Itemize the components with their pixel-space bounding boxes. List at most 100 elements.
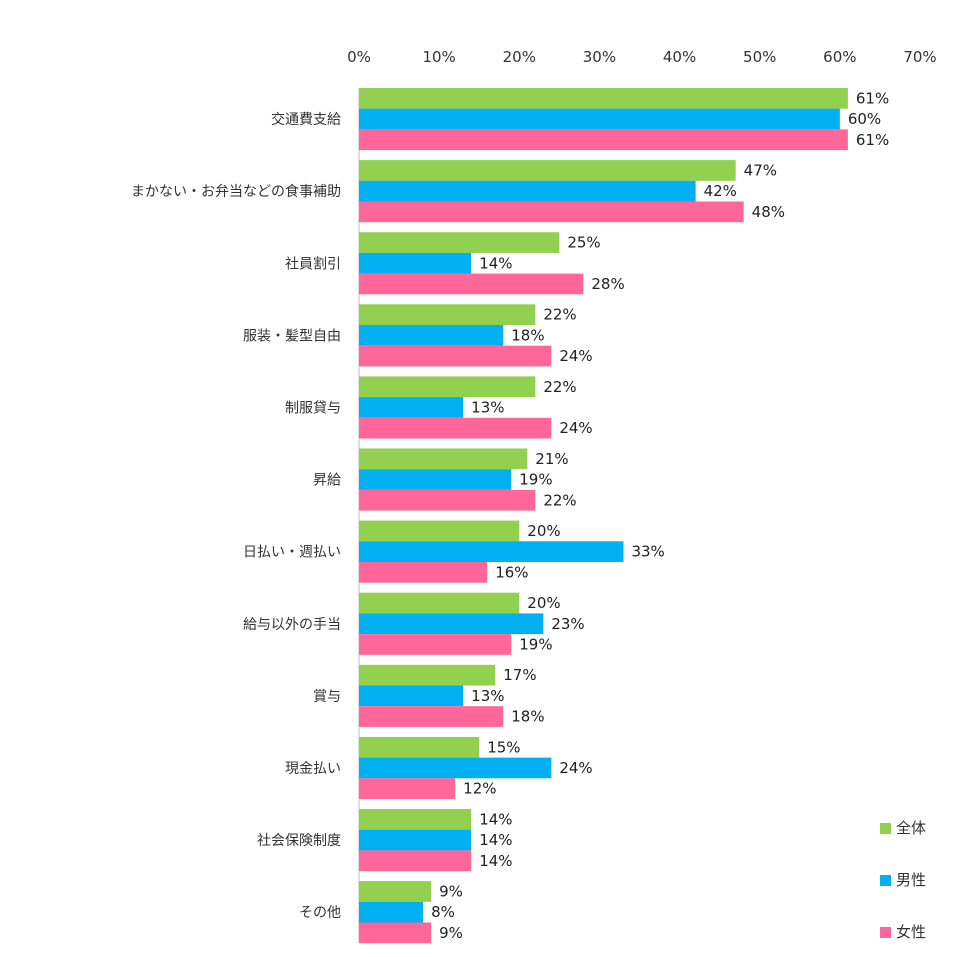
category-label: 社会保険制度: [257, 833, 341, 849]
data-label: 61%: [856, 131, 889, 149]
bar-女性: [359, 129, 848, 151]
data-label: 22%: [543, 491, 576, 509]
data-label: 15%: [487, 738, 520, 756]
bars: [359, 88, 848, 944]
data-label: 9%: [439, 924, 463, 942]
data-label: 60%: [848, 110, 881, 128]
legend-label: 全体: [896, 819, 926, 837]
bar-全体: [359, 376, 536, 398]
data-label: 19%: [519, 635, 552, 653]
category-label: 交通費支給: [271, 111, 341, 128]
bar-男性: [359, 397, 464, 418]
bar-女性: [359, 922, 432, 944]
category-label: 給与以外の手当: [243, 617, 341, 633]
data-label: 42%: [704, 182, 737, 200]
bar-男性: [359, 541, 624, 562]
category-label: 服装・髪型自由: [243, 328, 341, 344]
data-label: 14%: [479, 852, 512, 870]
data-label: 25%: [567, 234, 600, 252]
bar-男性: [359, 613, 544, 635]
bar-男性: [359, 252, 472, 274]
bar-男性: [359, 469, 512, 490]
bar-男性: [359, 325, 504, 346]
bar-女性: [359, 273, 584, 295]
data-label: 18%: [511, 708, 544, 726]
data-label: 14%: [479, 810, 512, 828]
data-label: 23%: [551, 615, 584, 633]
x-tick-label: 0%: [347, 48, 371, 66]
bar-女性: [359, 634, 512, 655]
bar-全体: [359, 232, 560, 253]
data-label: 21%: [535, 450, 568, 468]
legend-label: 女性: [896, 923, 926, 941]
bar-女性: [359, 489, 536, 511]
bar-男性: [359, 829, 472, 851]
value-labels: 61% 60% 61% 47% 42% 48% 25% 14% 28% 22% 18% 24% 22% 1…: [431, 89, 889, 942]
bar-全体: [359, 520, 520, 542]
data-label: 17%: [503, 666, 536, 684]
data-label: 24%: [559, 419, 592, 437]
bar-男性: [359, 108, 840, 130]
category-label: 制服貸与: [285, 400, 341, 416]
category-label: 日払い・週払い: [243, 545, 341, 561]
category-label: 賞与: [313, 689, 341, 705]
bar-全体: [359, 448, 528, 470]
data-label: 22%: [543, 378, 576, 396]
data-label: 28%: [591, 275, 624, 293]
category-label: 昇給: [313, 473, 341, 489]
bar-全体: [359, 88, 848, 109]
bar-男性: [359, 901, 424, 923]
data-label: 8%: [431, 903, 455, 921]
legend-swatch: [880, 823, 891, 834]
x-tick-label: 60%: [823, 48, 856, 66]
x-tick-label: 20%: [503, 48, 536, 66]
legend-swatch: [880, 927, 891, 938]
bar-女性: [359, 417, 552, 439]
category-label: 現金払い: [285, 761, 341, 777]
x-tick-label: 10%: [422, 48, 455, 66]
data-label: 24%: [559, 347, 592, 365]
bar-女性: [359, 706, 504, 727]
category-label: その他: [299, 905, 341, 921]
bar-全体: [359, 881, 432, 902]
data-label: 12%: [463, 780, 496, 798]
bar-男性: [359, 757, 552, 779]
data-label: 14%: [479, 254, 512, 272]
bar-男性: [359, 180, 696, 202]
data-label: 61%: [856, 89, 889, 107]
data-label: 18%: [511, 326, 544, 344]
bar-全体: [359, 304, 536, 325]
data-label: 47%: [744, 161, 777, 179]
data-label: 13%: [471, 398, 504, 416]
data-label: 9%: [439, 882, 463, 900]
x-tick-label: 70%: [903, 48, 936, 66]
bar-男性: [359, 685, 464, 707]
bar-全体: [359, 592, 520, 614]
x-tick-label: 50%: [743, 48, 776, 66]
data-label: 14%: [479, 831, 512, 849]
bar-全体: [359, 736, 480, 758]
category-label: 社員割引: [285, 255, 341, 272]
data-label: 24%: [559, 759, 592, 777]
bar-全体: [359, 160, 736, 181]
bar-女性: [359, 345, 552, 367]
legend-label: 男性: [896, 871, 926, 889]
bar-全体: [359, 809, 472, 830]
x-axis-ticks: 0% 10% 20% 30% 40% 50% 60% 70%: [347, 48, 937, 66]
data-label: 20%: [527, 594, 560, 612]
data-label: 20%: [527, 522, 560, 540]
legend-swatch: [880, 875, 891, 886]
x-tick-label: 30%: [583, 48, 616, 66]
bar-女性: [359, 201, 744, 223]
bar-女性: [359, 778, 456, 799]
bar-全体: [359, 664, 496, 686]
data-label: 16%: [495, 563, 528, 581]
data-label: 13%: [471, 687, 504, 705]
x-tick-label: 40%: [663, 48, 696, 66]
category-label: まかない・お弁当などの食事補助: [131, 183, 341, 200]
data-label: 22%: [543, 306, 576, 324]
data-label: 48%: [752, 203, 785, 221]
bar-女性: [359, 562, 488, 583]
